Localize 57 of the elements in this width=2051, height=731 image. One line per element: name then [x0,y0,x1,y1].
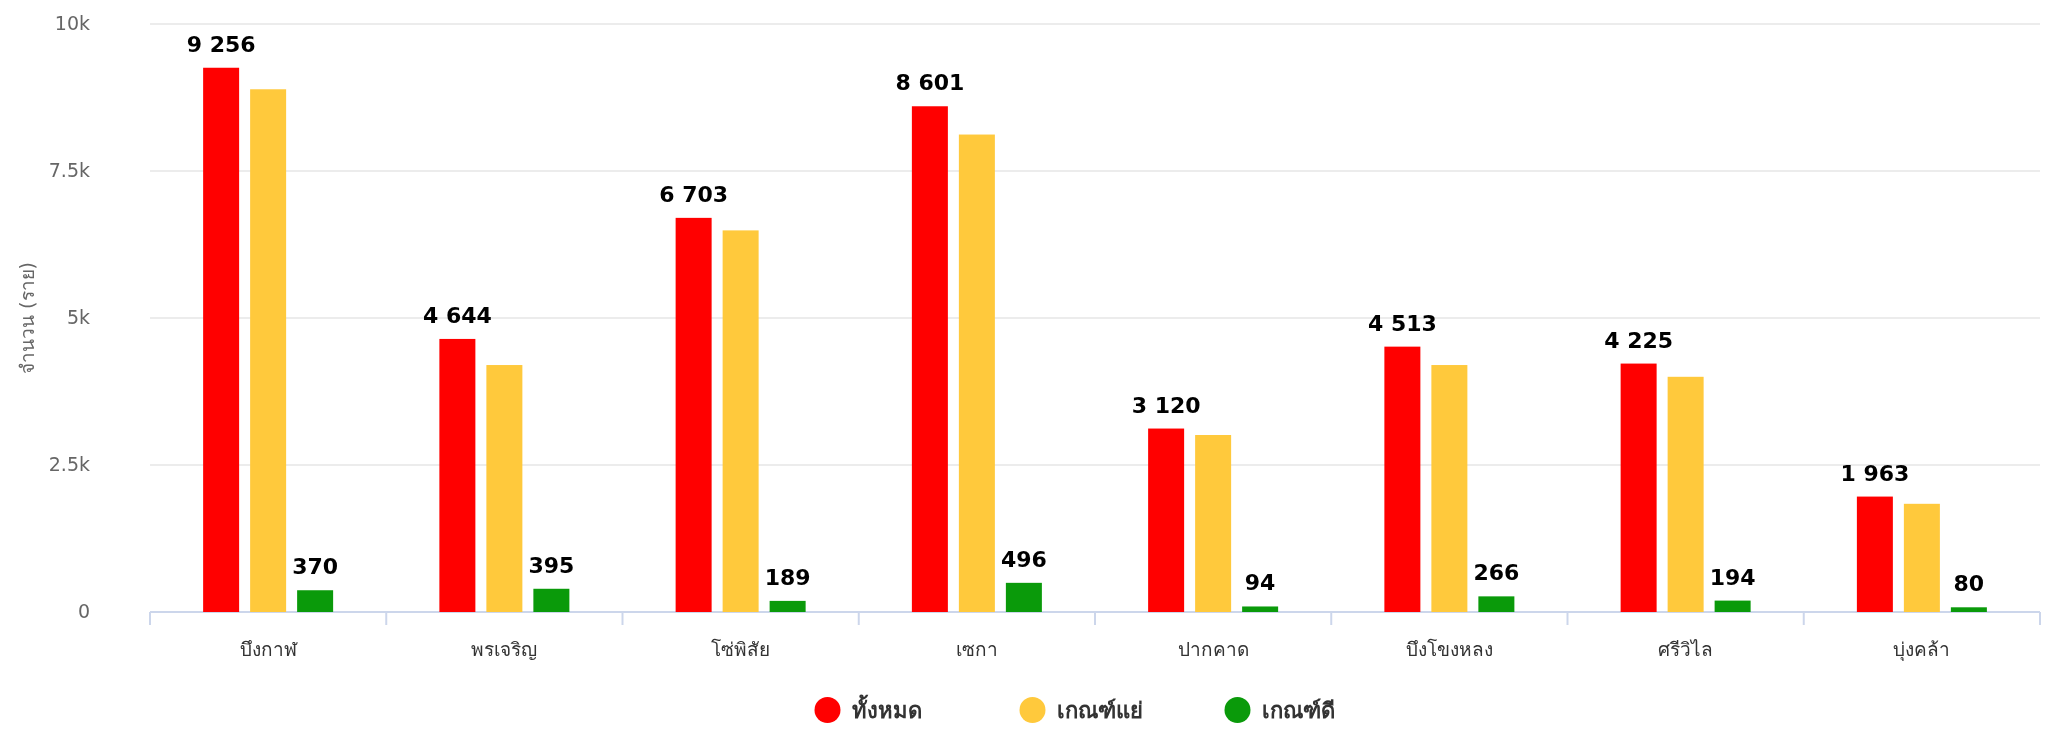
data-label: 4 513 [1367,310,1437,336]
y-tick-label: 7.5k [48,159,90,181]
bar [1856,496,1893,612]
bar [1195,435,1232,612]
bar [1903,503,1940,612]
data-label: 8 601 [895,70,965,96]
x-tick-label: เซกา [955,638,998,660]
y-tick-label: 5k [66,306,90,328]
x-tick-label: บึงกาฬ [239,638,298,660]
legend-label: เกณฑ์แย่ [1056,698,1143,723]
data-label: 194 [1709,564,1756,590]
data-label: 266 [1473,560,1520,586]
y-tick-label: 2.5k [48,453,90,475]
data-label: 4 225 [1604,327,1674,353]
bar [958,134,995,612]
bar [722,230,759,612]
y-tick-label: 0 [77,600,90,622]
data-label: 94 [1244,570,1276,596]
data-label: 496 [1000,546,1047,572]
bar [439,338,476,612]
data-label: 80 [1953,571,1985,597]
y-tick-label: 10k [54,12,90,34]
bar [1478,596,1515,612]
bar [1431,365,1468,612]
bar [1667,376,1704,612]
bar [769,600,806,612]
x-tick-label: โซ่พิสัย [711,638,771,660]
bar [1620,363,1657,612]
data-label: 3 120 [1131,392,1201,418]
x-tick-label: บึงโขงหลง [1405,638,1493,660]
data-label: 4 644 [422,302,492,328]
data-label: 395 [528,552,575,578]
x-tick-label: บุ่งคล้า [1893,638,1951,662]
bar [297,590,334,612]
bar [203,67,240,612]
bar [675,217,712,612]
data-label: 189 [764,564,811,590]
x-tick-label: พรเจริญ [471,638,538,661]
bar [1005,582,1042,612]
data-label: 6 703 [659,181,729,207]
bar [1148,428,1185,612]
data-label: 1 963 [1840,460,1910,486]
bar [250,89,287,612]
legend-label: ทั้งหมด [851,694,922,723]
bar [1714,600,1751,612]
bar [1950,607,1987,612]
legend-label: เกณฑ์ดี [1261,698,1335,723]
bar [1242,606,1279,612]
bar [911,106,948,612]
bar [533,588,570,612]
bar [486,365,523,612]
x-tick-label: ปากคาด [1177,638,1249,660]
bar [1384,346,1421,612]
x-tick-label: ศรีวิไล [1658,638,1714,660]
data-label: 9 256 [186,31,256,57]
data-label: 370 [292,554,339,580]
y-axis-title: จำนวน (ราย) [16,262,38,374]
